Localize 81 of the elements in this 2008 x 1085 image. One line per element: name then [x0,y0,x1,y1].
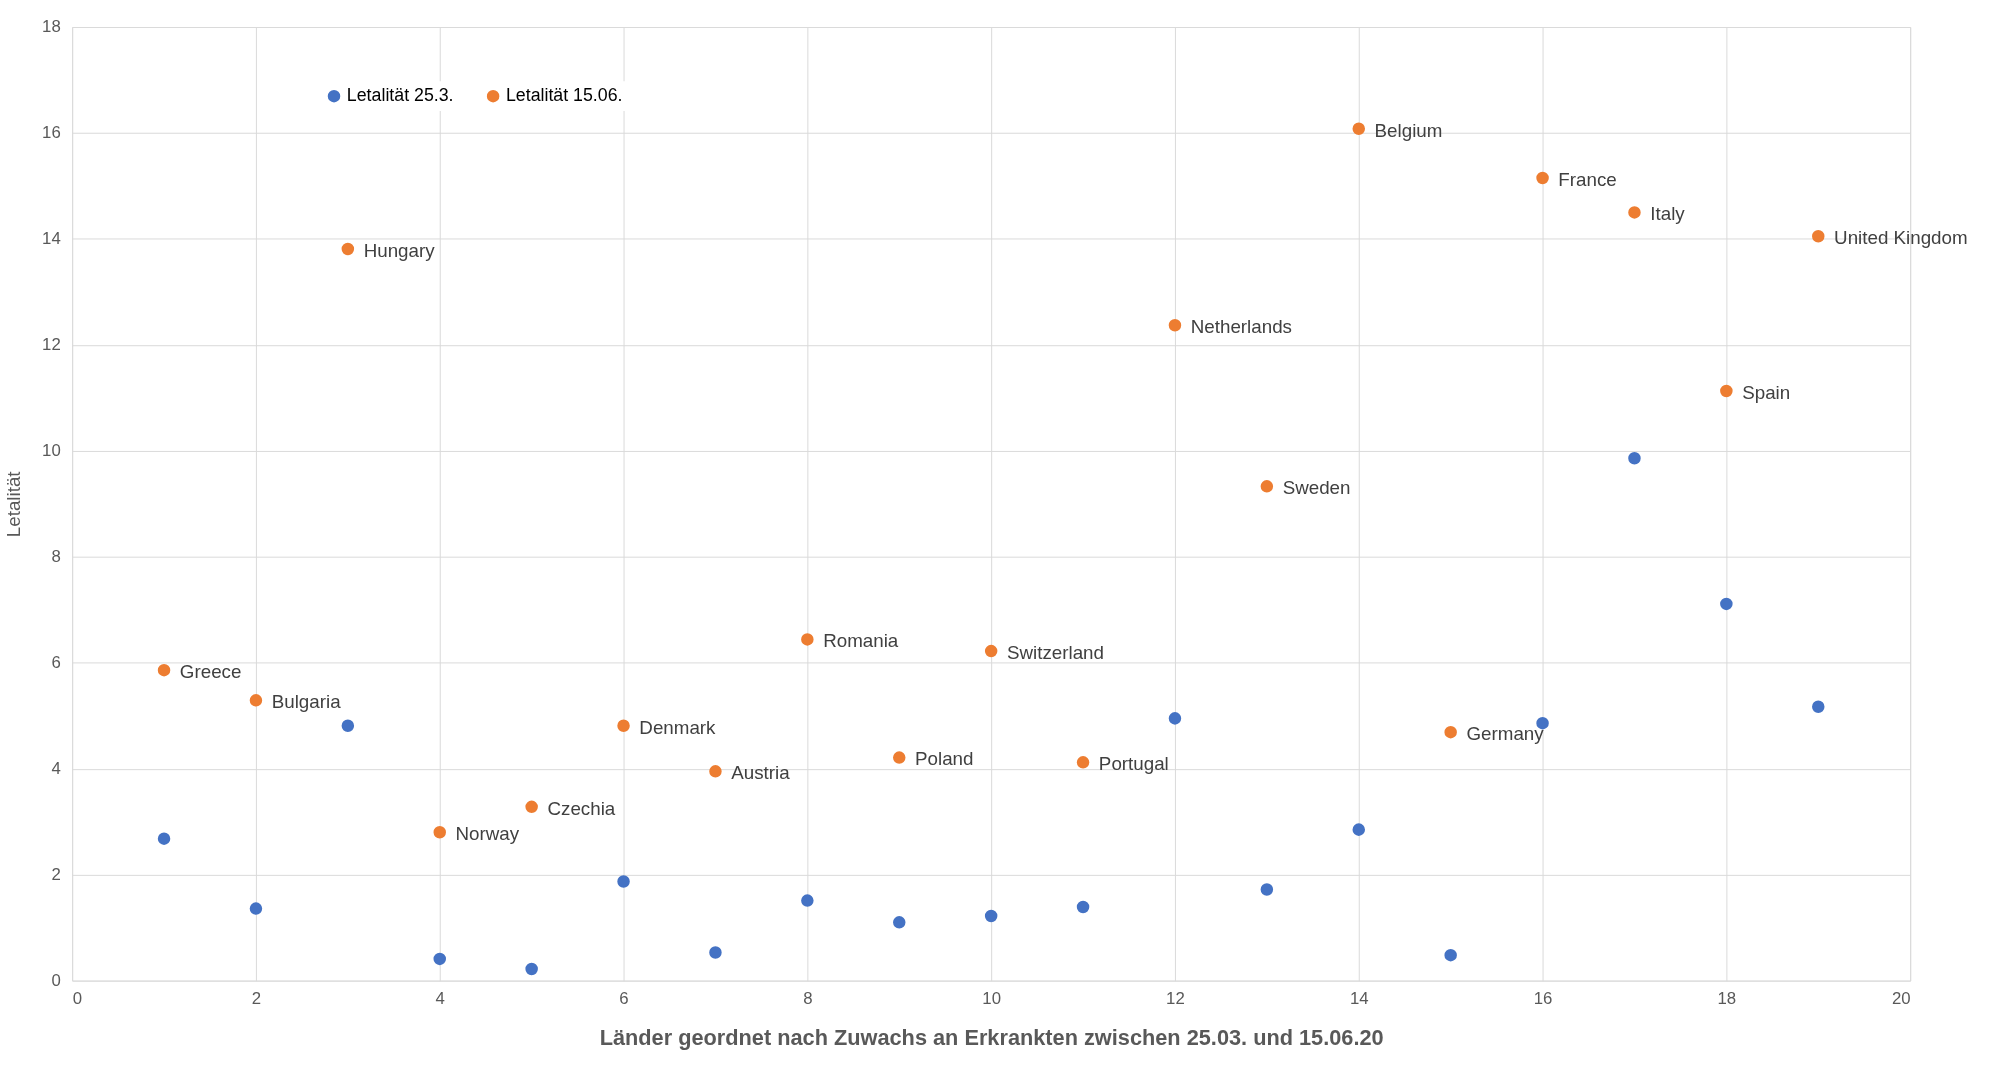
point [1444,948,1457,962]
x-tick-label: 14 [1349,988,1369,1008]
point [157,663,171,677]
x-tick-label: 12 [1166,988,1185,1008]
annotation: Sweden [1282,477,1351,499]
point [984,909,998,923]
annotation: Poland [915,748,974,770]
point [984,644,998,658]
annotation: Greece [179,661,242,683]
annotation: France [1558,168,1617,190]
annotation: Hungary [363,239,436,261]
annotation: Norway [455,823,520,845]
point [617,875,630,888]
point [1812,700,1825,713]
point [617,719,630,733]
annotation: Italy [1650,203,1686,225]
point [1260,883,1274,896]
point [1352,823,1366,836]
point [1536,171,1549,185]
y-tick-label: 2 [51,865,61,885]
x-tick-label: 16 [1533,988,1553,1008]
point [709,765,722,778]
point [709,946,722,959]
y-axis-title: Letalität [3,470,25,538]
annotation: Belgium [1374,119,1443,141]
x-tick-label: 10 [982,988,1001,1008]
annotation: Denmark [639,716,717,738]
point [1352,122,1366,135]
legend-label: Letalität 15.06. [505,85,623,106]
x-tick-label: 0 [72,988,82,1008]
y-tick-label: 14 [42,229,61,249]
point [1444,725,1457,739]
point [801,894,814,907]
point [525,962,538,976]
y-tick-label: 18 [42,17,61,37]
x-tick-label: 4 [435,988,445,1008]
annotation: Netherlands [1190,316,1292,338]
point [1260,480,1274,493]
x-tick-label: 20 [1891,988,1911,1008]
point [157,832,171,845]
x-axis-title: Länder geordnet nach Zuwachs an Erkrankten zwischen 25.03. und 15.06.20 [599,1025,1384,1051]
x-tick-label: 18 [1717,988,1737,1008]
annotation: Bulgaria [271,691,342,713]
annotation: Austria [731,762,791,784]
y-tick-label: 12 [42,335,61,355]
y-tick-label: 0 [51,971,61,991]
x-tick-label: 6 [619,988,629,1008]
point [1628,452,1641,465]
point [801,633,814,646]
annotation: Spain [1742,381,1791,403]
point [433,952,446,966]
legend-label: Letalität 25.3. [346,85,454,106]
point [1168,712,1182,725]
point [1168,319,1182,332]
point [1076,900,1090,914]
annotation: Romania [823,630,899,652]
point [1076,756,1090,769]
point [525,800,538,814]
y-tick-label: 10 [42,441,61,461]
point [249,902,263,915]
x-tick-label: 8 [803,988,813,1008]
x-tick-label: 2 [251,988,262,1008]
y-tick-label: 8 [51,547,61,567]
point [433,826,446,839]
point [893,916,906,929]
point [341,719,355,733]
point [341,242,355,256]
point [893,751,906,764]
point [1720,384,1733,398]
point [1628,206,1641,219]
point [1720,597,1733,611]
annotation: Switzerland [1006,642,1104,663]
point [1812,230,1825,243]
annotation: United Kingdom [1834,227,1968,249]
y-tick-label: 6 [51,653,61,673]
annotation: Portugal [1098,753,1169,775]
annotation: Czechia [547,797,616,819]
y-tick-label: 16 [42,123,61,143]
y-tick-label: 4 [51,759,61,779]
point [249,694,263,707]
annotation: Germany [1466,723,1545,745]
